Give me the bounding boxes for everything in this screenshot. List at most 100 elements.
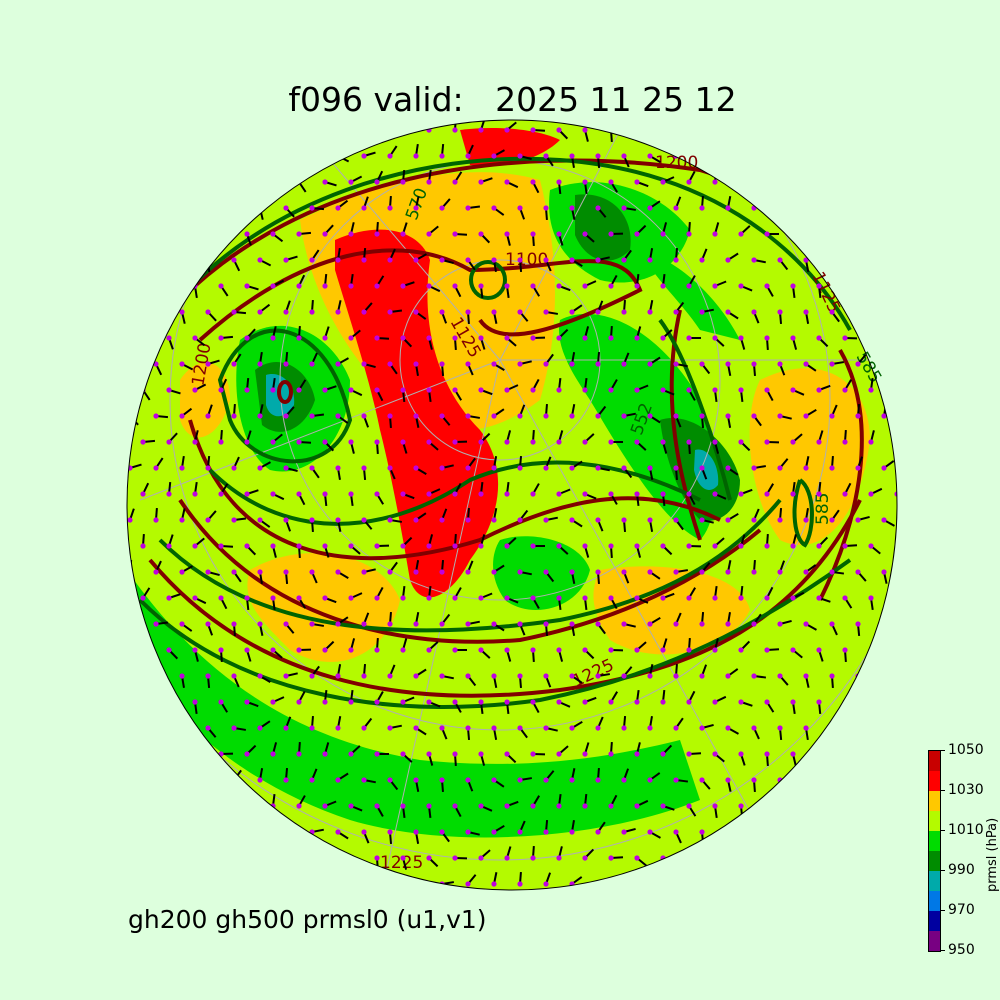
wind-barb	[623, 883, 633, 890]
wind-dot	[608, 543, 614, 549]
wind-dot	[660, 699, 666, 705]
wind-dot	[374, 751, 380, 757]
wind-barb	[636, 129, 642, 142]
wind-dot	[452, 855, 458, 861]
wind-dot	[712, 543, 718, 549]
wind-dot	[478, 127, 484, 133]
wind-dot	[582, 335, 588, 341]
wind-dot	[465, 881, 471, 887]
wind-dot	[270, 543, 276, 549]
wind-barb	[207, 820, 214, 833]
wind-dot	[673, 257, 679, 263]
wind-dot	[894, 439, 897, 445]
wind-dot	[166, 491, 172, 497]
wind-barb	[610, 129, 613, 143]
wind-dot	[673, 309, 679, 315]
wind-dot	[777, 621, 783, 627]
wind-dot	[751, 621, 757, 627]
wind-dot	[153, 725, 159, 731]
wind-barb	[129, 831, 139, 842]
wind-dot	[309, 361, 315, 367]
wind-dot	[309, 881, 315, 887]
wind-dot	[764, 127, 770, 133]
wind-dot	[673, 465, 679, 471]
wind-barb	[857, 675, 863, 688]
wind-barb	[883, 675, 895, 685]
wind-barb	[155, 675, 164, 687]
wind-dot	[127, 153, 133, 159]
wind-barb	[181, 149, 194, 157]
wind-dot	[491, 413, 497, 419]
wind-dot	[634, 179, 640, 185]
wind-dot	[686, 803, 692, 809]
wind-barb	[142, 805, 151, 817]
wind-dot	[569, 673, 575, 679]
wind-dot	[400, 491, 406, 497]
wind-barb	[155, 727, 158, 741]
wind-dot	[634, 543, 640, 549]
wind-dot	[166, 127, 172, 133]
wind-barb	[870, 701, 883, 709]
wind-dot	[361, 257, 367, 263]
wind-dot	[452, 179, 458, 185]
wind-dot	[452, 803, 458, 809]
wind-dot	[868, 543, 874, 549]
wind-dot	[387, 205, 393, 211]
wind-barb	[142, 285, 149, 298]
wind-barb	[142, 171, 151, 183]
wind-dot	[413, 257, 419, 263]
wind-dot	[855, 725, 861, 731]
wind-dot	[413, 673, 419, 679]
wind-dot	[270, 595, 276, 601]
wind-dot	[413, 465, 419, 471]
wind-dot	[790, 647, 796, 653]
wind-dot	[231, 465, 237, 471]
wind-barb	[129, 198, 140, 209]
wind-dot	[491, 309, 497, 315]
wind-dot	[881, 205, 887, 211]
wind-dot	[218, 127, 224, 133]
wind-dot	[712, 647, 718, 653]
gh500-contours	[138, 156, 852, 709]
wind-dot	[426, 231, 432, 237]
wind-dot	[179, 413, 185, 419]
wind-dot	[361, 569, 367, 575]
wind-dot	[296, 439, 302, 445]
wind-dot	[335, 205, 341, 211]
wind-dot	[166, 595, 172, 601]
wind-dot	[153, 777, 159, 783]
wind-barb	[298, 129, 301, 143]
wind-barb	[324, 857, 335, 867]
wind-dot	[426, 335, 432, 341]
wind-dot	[257, 257, 263, 263]
wind-dot	[530, 387, 536, 393]
wind-dot	[348, 283, 354, 289]
wind-dot	[127, 829, 133, 835]
wind-dot	[270, 751, 276, 757]
wind-dot	[296, 751, 302, 757]
wind-barb	[831, 207, 838, 220]
wind-dot	[231, 257, 237, 263]
wind-dot	[283, 361, 289, 367]
wind-dot	[842, 491, 848, 497]
wind-dot	[218, 699, 224, 705]
wind-dot	[660, 751, 666, 757]
wind-dot	[140, 855, 146, 861]
wind-dot	[751, 361, 757, 367]
wind-dot	[842, 231, 848, 237]
wind-dot	[556, 231, 562, 237]
wind-dot	[647, 309, 653, 315]
wind-dot	[218, 283, 224, 289]
wind-dot	[621, 465, 627, 471]
wind-dot	[205, 569, 211, 575]
wind-dot	[595, 153, 601, 159]
wind-dot	[829, 465, 835, 471]
wind-dot	[686, 647, 692, 653]
wind-dot	[283, 829, 289, 835]
wind-dot	[686, 179, 692, 185]
wind-dot	[530, 855, 536, 861]
wind-dot	[322, 387, 328, 393]
wind-dot	[842, 647, 848, 653]
wind-barb	[129, 880, 142, 885]
wind-barb	[155, 206, 169, 209]
